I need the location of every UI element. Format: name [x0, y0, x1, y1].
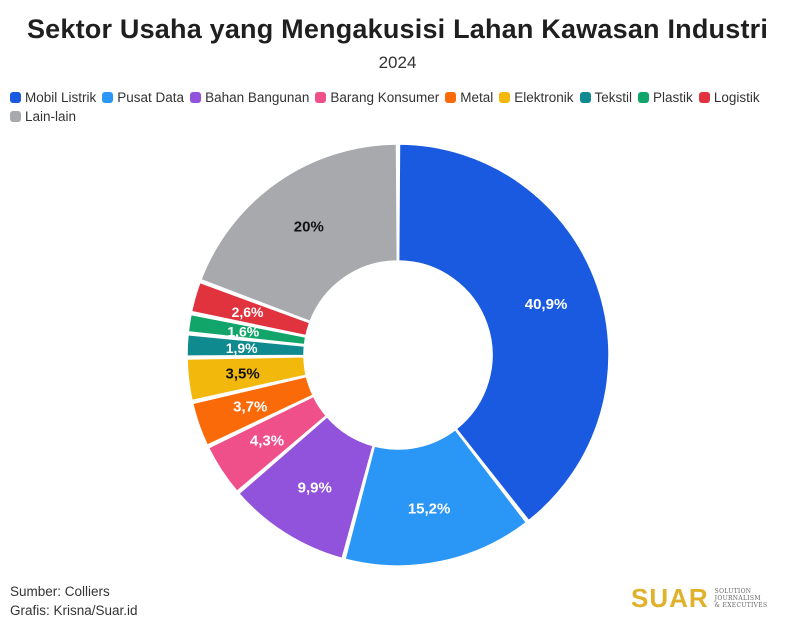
legend-label: Tekstil	[594, 90, 633, 105]
legend-item: Lain-lain	[10, 109, 76, 124]
donut-slice	[191, 375, 315, 447]
legend-label: Barang Konsumer	[330, 90, 440, 105]
legend-label: Mobil Listrik	[25, 90, 97, 105]
legend-item: Pusat Data	[102, 90, 184, 105]
legend-item: Logistik	[698, 90, 760, 105]
slice-label: 3,5%	[225, 365, 259, 382]
legend-swatch	[102, 92, 114, 103]
brand-logo: SUAR SOLUTION JOURNALISM & EXECUTIVES	[631, 583, 795, 614]
legend-item: Bahan Bangunan	[190, 90, 309, 105]
donut-slice	[237, 415, 375, 560]
donut-slice	[344, 428, 528, 567]
legend-label: Bahan Bangunan	[205, 90, 310, 105]
legend-label: Elektronik	[514, 90, 574, 105]
brand-tagline-line-2: & EXECUTIVES	[714, 602, 768, 609]
slice-label: 3,7%	[233, 399, 267, 416]
legend-item: Plastik	[638, 90, 693, 105]
legend-swatch	[579, 92, 591, 103]
donut-slice	[199, 143, 399, 323]
slice-label: 1,9%	[226, 340, 258, 356]
chart-title: Sektor Usaha yang Mengakusisi Lahan Kawa…	[26, 14, 769, 44]
slice-label: 20%	[294, 218, 324, 235]
slice-label: 4,3%	[250, 433, 284, 450]
legend-label: Logistik	[713, 90, 760, 105]
donut-slice	[190, 281, 311, 337]
legend-item: Mobil Listrik	[10, 90, 96, 105]
chart-footer: Sumber: Colliers Grafis: Krisna/Suar.id	[10, 582, 138, 620]
slice-label: 40,9%	[525, 296, 568, 313]
legend-label: Metal	[460, 90, 494, 105]
legend-label: Plastik	[653, 90, 693, 105]
legend-item: Metal	[445, 90, 493, 105]
legend-swatch	[315, 92, 327, 103]
source-note: Sumber: Colliers	[10, 584, 110, 599]
legend-label: Lain-lain	[25, 109, 77, 124]
brand-tagline-line-1: SOLUTION JOURNALISM	[714, 588, 761, 602]
legend-swatch	[10, 111, 21, 122]
legend-swatch	[190, 92, 202, 103]
slice-label: 1,6%	[227, 323, 259, 339]
credit-note: Grafis: Krisna/Suar.id	[10, 603, 138, 618]
slice-label: 2,6%	[232, 304, 264, 320]
donut-slice	[397, 143, 610, 522]
donut-slice	[186, 333, 306, 357]
slice-label: 9,9%	[298, 480, 332, 497]
legend-item: Elektronik	[499, 90, 574, 105]
chart-subtitle: 2024	[378, 53, 417, 72]
brand-name: SUAR	[631, 583, 709, 613]
legend-swatch	[638, 92, 650, 103]
legend-swatch	[499, 92, 511, 103]
legend-swatch	[10, 92, 21, 103]
donut-slice	[187, 313, 307, 346]
legend-label: Pusat Data	[117, 90, 185, 105]
donut-slice	[186, 356, 308, 402]
legend-item: Tekstil	[579, 90, 633, 105]
donut-slice	[207, 395, 328, 493]
legend-swatch	[698, 92, 710, 103]
legend-item: Barang Konsumer	[315, 90, 439, 105]
legend-swatch	[445, 92, 457, 103]
chart-legend: Mobil Listrik Pusat Data Bahan Bangunan Bar…	[10, 90, 780, 124]
slice-label: 15,2%	[408, 500, 451, 517]
brand-tagline: SOLUTION JOURNALISM & EXECUTIVES	[715, 588, 795, 609]
